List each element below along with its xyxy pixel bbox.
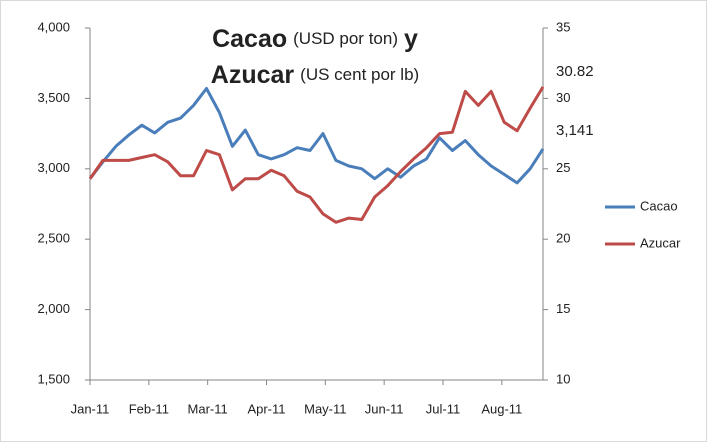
title-part: (USD por ton) (293, 29, 398, 48)
x-tick-label: Jun-11 (365, 401, 404, 416)
title-part: Cacao (212, 25, 287, 53)
y2-tick-label: 25 (556, 160, 570, 175)
x-tick-label: May-11 (304, 401, 346, 416)
x-tick-label: Aug-11 (481, 401, 522, 416)
chart-title: Cacao (USD por ton) y (212, 25, 418, 53)
y-tick-label: 2,000 (37, 301, 70, 316)
title-part: Azucar (211, 61, 295, 89)
y2-tick-label: 20 (556, 231, 570, 246)
legend-label: Azucar (640, 235, 681, 250)
chart-title: Azucar (US cent por lb) (211, 61, 419, 89)
annotation: 30.82 (556, 63, 594, 80)
y2-tick-label: 30 (556, 90, 570, 105)
x-tick-label: Jul-11 (426, 401, 460, 416)
series-line (88, 86, 545, 224)
title-part: y (404, 25, 418, 53)
x-tick-label: Jan-11 (71, 401, 110, 416)
legend-label: Cacao (640, 198, 678, 213)
y-tick-label: 1,500 (37, 371, 70, 386)
x-tick-label: Feb-11 (129, 401, 169, 416)
x-tick-label: Apr-11 (247, 401, 285, 416)
title-part: (US cent por lb) (300, 65, 419, 84)
y-tick-label: 3,000 (37, 160, 70, 175)
y2-tick-label: 15 (556, 301, 570, 316)
y-tick-label: 3,500 (37, 90, 70, 105)
y-tick-label: 2,500 (37, 231, 70, 246)
y2-tick-label: 35 (556, 19, 570, 34)
series-line (88, 87, 545, 185)
y-tick-label: 4,000 (37, 19, 70, 34)
annotation: 3,141 (556, 122, 594, 139)
y2-tick-label: 10 (556, 371, 570, 386)
x-tick-label: Mar-11 (188, 401, 228, 416)
